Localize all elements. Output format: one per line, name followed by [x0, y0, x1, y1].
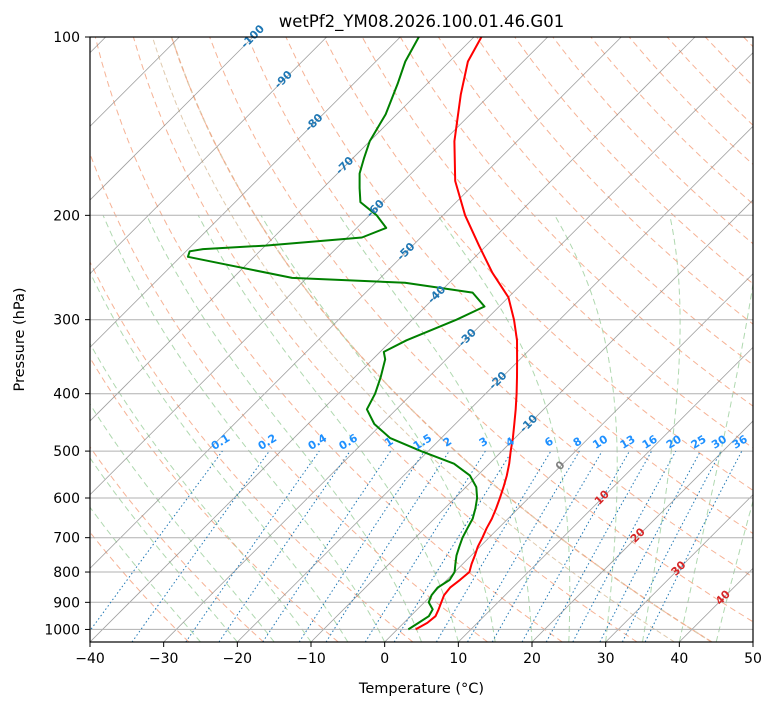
y-tick-label: 1000 [44, 622, 80, 638]
y-axis-ticks: 1000 900 800 700 600 500 400 300 200 100 [44, 30, 90, 638]
isotherm-line [163, 52, 753, 642]
moist-adiabat-line [338, 215, 533, 642]
y-tick-label: 900 [53, 595, 80, 611]
isotherm-line [90, 37, 622, 569]
x-tick-label: −10 [296, 651, 326, 667]
y-tick-label: 100 [53, 30, 80, 46]
dry-adiabat-line [94, 37, 563, 642]
temperature-line [415, 37, 519, 631]
isotherm-line [458, 346, 753, 642]
isotherm-line [605, 494, 753, 642]
y-tick-label: 500 [53, 444, 80, 460]
mixing-ratio-line [325, 450, 450, 642]
mixing-ratio-lines [90, 450, 743, 642]
moist-adiabat-line [197, 215, 459, 642]
sounding-series [186, 37, 519, 631]
dry-adiabat-line [90, 446, 264, 642]
mixing-ratio-line [521, 450, 630, 642]
mixing-ratio-line [644, 450, 743, 642]
plot-background [90, 37, 753, 642]
mixing-ratio-line [393, 450, 513, 642]
plot-area [90, 37, 753, 642]
isotherm-line [90, 37, 548, 496]
moist-adiabat-line [678, 280, 753, 642]
isotherm-line [237, 125, 753, 642]
isotherm-line [531, 420, 753, 642]
moist-adiabat-line [90, 506, 201, 642]
isotherm-line [90, 37, 696, 642]
x-tick-label: −30 [149, 651, 179, 667]
x-tick-label: −20 [223, 651, 253, 667]
dry-adiabat-line [514, 37, 753, 285]
mixing-ratio-line [572, 450, 677, 642]
mixing-ratio-line [185, 450, 320, 642]
y-axis-title: Pressure (hPa) [12, 287, 28, 391]
dry-adiabat-line [285, 37, 753, 535]
dry-adiabat-line [247, 37, 753, 578]
chart-title: wetPf2_YM08.2026.100.01.46.G01 [279, 12, 564, 32]
moist-adiabat-line [90, 403, 275, 642]
x-tick-label: 30 [597, 651, 615, 667]
x-tick-label: 10 [449, 651, 467, 667]
moist-adiabat-line [260, 215, 496, 642]
mixing-ratio-line [131, 450, 270, 642]
dry-adiabat-line [90, 260, 414, 642]
moist-adiabat-line [90, 457, 238, 642]
x-tick-label: 50 [744, 651, 762, 667]
moist-adiabat-line [102, 215, 386, 642]
isotherm-line [90, 37, 327, 275]
y-tick-label: 600 [53, 491, 80, 507]
x-tick-label: 20 [523, 651, 541, 667]
mixing-ratio-line [262, 450, 392, 642]
isotherm-line [90, 37, 475, 422]
dry-adiabat-line [209, 37, 753, 623]
dry-adiabat-line [171, 37, 712, 642]
mixing-ratio-line [298, 450, 425, 642]
isotherm-line [90, 37, 254, 201]
plot-frame [89, 36, 754, 643]
dry-adiabats [90, 37, 753, 642]
y-tick-label: 200 [53, 208, 80, 224]
moist-adiabat-line [90, 342, 312, 642]
y-tick-label: 400 [53, 387, 80, 403]
mixing-ratio-line [545, 450, 653, 642]
x-tick-label: 0 [380, 651, 389, 667]
moist-adiabat-line [146, 215, 422, 642]
dry-adiabat-line [90, 356, 339, 642]
y-tick-label: 800 [53, 565, 80, 581]
dry-adiabat-line [476, 37, 753, 325]
isotherm-line [90, 37, 401, 348]
mixing-ratio-line [218, 450, 351, 642]
dry-adiabat-line [132, 37, 638, 642]
mixing-ratio-line [90, 450, 223, 632]
isotherm-line [384, 273, 753, 642]
moist-adiabat-line [437, 215, 571, 642]
y-tick-label: 700 [53, 531, 80, 547]
x-axis-ticks: −40 −30 −20 −10 0 10 20 30 40 50 [75, 642, 762, 667]
y-tick-label: 300 [53, 313, 80, 329]
x-tick-label: 40 [670, 651, 688, 667]
background-curve [151, 37, 675, 642]
dewpoint-line [186, 37, 486, 631]
dry-adiabat-line [323, 37, 753, 491]
isotherm-line [310, 199, 753, 642]
isotherm-grid [90, 37, 753, 642]
isobar-grid [90, 37, 753, 630]
x-tick-label: −40 [75, 651, 105, 667]
moist-adiabat-line [642, 215, 681, 642]
moist-adiabat-line [554, 215, 618, 642]
x-axis-title: Temperature (°C) [358, 681, 484, 697]
